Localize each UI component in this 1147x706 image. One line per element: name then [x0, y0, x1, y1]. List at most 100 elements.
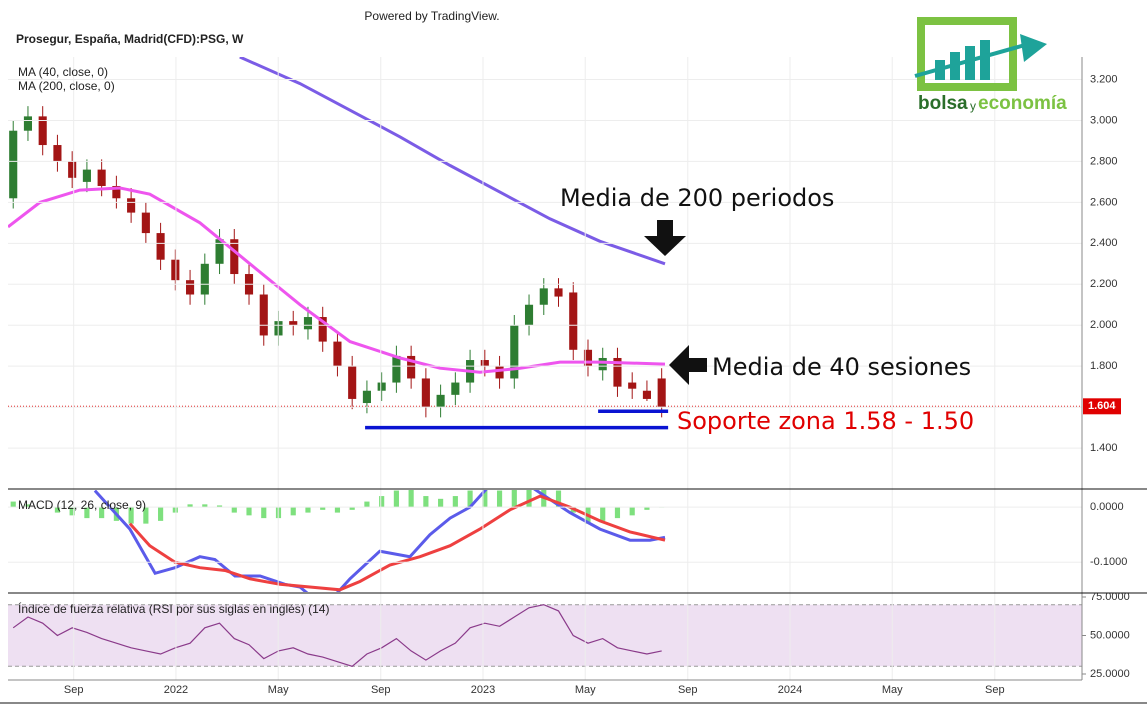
y-tick-label: 2.600 — [1090, 196, 1118, 208]
plot-layer: Sep 2022 May Sep 2023 May Sep 2024 May Sep 1.400 1.… — [8, 57, 1130, 696]
arrow-down — [644, 220, 686, 256]
macd-histogram-bar — [216, 505, 223, 508]
signal-line — [128, 494, 666, 592]
candle-body — [642, 390, 651, 399]
candle-body — [583, 349, 593, 367]
candle-body — [259, 294, 268, 336]
macd-histogram-bar — [54, 507, 61, 513]
macd-histogram-bar — [305, 507, 311, 513]
macd-histogram-bar — [467, 490, 473, 508]
macd-histogram-bar — [526, 490, 532, 508]
logo-text: bolsa — [918, 93, 968, 114]
annotation: Soporte zona 1.58 - 1.50 — [677, 407, 974, 435]
candle-body — [362, 390, 371, 404]
macd-histogram-bar — [555, 490, 562, 508]
rsi-panel — [8, 604, 1082, 667]
y-tick-label: 75.0000 — [1090, 591, 1130, 603]
moving-average — [8, 186, 666, 374]
macd-histogram-bar — [423, 496, 429, 508]
candle-body — [554, 288, 563, 297]
macd-histogram-bar — [25, 504, 31, 508]
macd-histogram-bar — [246, 507, 252, 516]
candle-body — [539, 288, 548, 305]
y-tick-label: 3.200 — [1090, 73, 1118, 85]
candle-body — [38, 116, 47, 146]
powered-by: Powered by TradingView. — [364, 9, 499, 23]
candle-body — [53, 145, 62, 162]
chart-title: Prosegur, España, Madrid(CFD):PSG, W — [16, 32, 244, 46]
x-tick-label: May — [882, 684, 903, 696]
macd-histogram-bar — [438, 498, 444, 508]
x-tick-label: 2024 — [778, 684, 802, 696]
candle-body — [569, 292, 578, 350]
y-tick-label: 0.0000 — [1090, 501, 1124, 513]
macd-histogram-bar — [644, 507, 650, 510]
macd-histogram-bar — [128, 507, 134, 524]
y-tick-label: 1.400 — [1090, 442, 1118, 454]
macd-histogram-bar — [364, 501, 370, 508]
x-tick-label: 2022 — [164, 684, 188, 696]
last-price-tag — [1083, 398, 1121, 415]
macd-histogram-bar — [393, 490, 399, 508]
candle-body — [613, 357, 622, 387]
candle-body — [348, 366, 357, 399]
candle-body — [141, 212, 150, 234]
y-tick-label: 2.200 — [1090, 278, 1118, 290]
macd-histogram-bar — [452, 496, 458, 508]
y-tick-label: 2.400 — [1090, 237, 1118, 249]
candle-body — [186, 280, 195, 295]
macd-histogram-bar — [69, 507, 75, 516]
candle-body — [392, 355, 401, 383]
macd-histogram-bar — [202, 504, 208, 508]
logo-text: economía — [978, 93, 1067, 114]
candle-body — [97, 169, 106, 186]
candle-body — [524, 304, 534, 326]
candle-body — [82, 169, 91, 182]
macd-histogram-bar — [600, 507, 606, 521]
macd-histogram-bar — [511, 490, 517, 508]
logo-text: y — [970, 99, 976, 113]
candle-body — [112, 185, 121, 199]
macd-histogram-bar — [172, 507, 178, 513]
x-tick-label: May — [268, 684, 289, 696]
y-tick-label: 50.0000 — [1090, 629, 1130, 641]
macd-histogram-bar — [408, 490, 414, 508]
macd-histogram-bar — [10, 501, 16, 508]
macd-histogram-bar — [158, 507, 164, 521]
macd-histogram-bar — [496, 490, 503, 508]
macd-title: MACD (12, 26, close, 9) — [18, 498, 146, 512]
y-tick-label: -0.1000 — [1090, 556, 1127, 568]
macd-histogram-bar — [334, 507, 341, 513]
rsi-band — [8, 604, 1082, 667]
x-tick-label: 2023 — [471, 684, 495, 696]
macd-histogram-bar — [187, 504, 193, 508]
macd-histogram-bar — [614, 507, 621, 519]
annotation: Media de 200 periodos — [560, 184, 834, 212]
macd-histogram-bar — [482, 490, 488, 508]
y-tick-label: 3.000 — [1090, 114, 1118, 126]
candle-body — [407, 355, 416, 379]
y-tick-label: 2.800 — [1090, 155, 1118, 167]
candle-body — [303, 317, 313, 330]
macd-histogram-bar — [290, 507, 296, 516]
macd-histogram-bar — [143, 507, 149, 524]
candle-body — [628, 382, 637, 389]
candle-body — [495, 366, 504, 379]
candle-body — [598, 357, 607, 371]
macd-histogram-bar — [261, 507, 267, 519]
candle-body — [333, 341, 342, 367]
macd-histogram-bar — [99, 507, 105, 519]
candle-body — [127, 198, 136, 213]
macd-histogram-bar — [349, 507, 355, 510]
logo: bolsa y economía — [914, 17, 1067, 114]
moving-average — [239, 57, 666, 266]
candle-body — [657, 378, 666, 408]
candle-body — [421, 378, 430, 408]
x-tick-label: Sep — [985, 684, 1005, 696]
candle-body — [68, 161, 77, 178]
x-tick-label: Sep — [371, 684, 391, 696]
candle-body — [289, 321, 298, 326]
x-tick-label: May — [575, 684, 596, 696]
candle-body — [377, 382, 386, 391]
